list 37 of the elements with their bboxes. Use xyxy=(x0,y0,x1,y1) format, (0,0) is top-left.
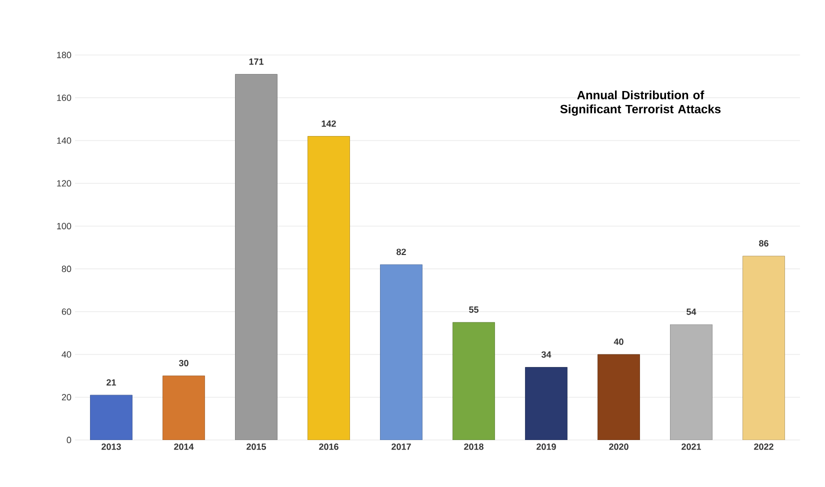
data-label: 54 xyxy=(686,308,696,315)
bar xyxy=(308,136,350,440)
bar xyxy=(380,264,422,440)
bar xyxy=(235,74,278,440)
x-tick-label: 2020 xyxy=(609,444,628,450)
x-tick-label: 2015 xyxy=(246,444,266,450)
x-tick-label: 2014 xyxy=(174,444,194,450)
y-tick-label: 100 xyxy=(57,222,72,230)
text: Annual Distribution of Significant Terrorist Attacks xyxy=(560,90,721,116)
y-tick-label: 60 xyxy=(62,308,72,315)
y-tick-label: 140 xyxy=(57,137,72,144)
bar xyxy=(670,324,712,440)
data-label: 21 xyxy=(106,379,116,386)
y-tick-label: 120 xyxy=(57,180,72,187)
data-label: 30 xyxy=(178,360,188,366)
bar xyxy=(525,367,568,440)
y-tick-label: 180 xyxy=(57,52,72,58)
data-label: 142 xyxy=(322,120,336,127)
x-tick-label: 2017 xyxy=(392,444,411,450)
data-label: 82 xyxy=(396,248,406,256)
data-label: 40 xyxy=(614,338,624,345)
data-label: 55 xyxy=(469,306,479,313)
y-tick-label: 40 xyxy=(62,351,72,358)
data-label: 86 xyxy=(759,240,768,247)
x-tick-label: 2016 xyxy=(319,444,338,450)
data-label: 171 xyxy=(249,58,264,65)
data-label: 34 xyxy=(541,351,552,358)
x-tick-label: 2013 xyxy=(102,444,121,450)
y-tick-label: 80 xyxy=(62,266,72,272)
y-tick-label: 0 xyxy=(66,436,72,444)
bar xyxy=(90,394,132,440)
x-tick-label: 2021 xyxy=(682,444,702,450)
y-tick-label: 20 xyxy=(62,394,72,400)
x-tick-label: 2022 xyxy=(754,444,774,450)
y-tick-label: 160 xyxy=(57,94,72,101)
x-tick-label: 2018 xyxy=(464,444,484,450)
x-tick-label: 2019 xyxy=(536,444,556,450)
